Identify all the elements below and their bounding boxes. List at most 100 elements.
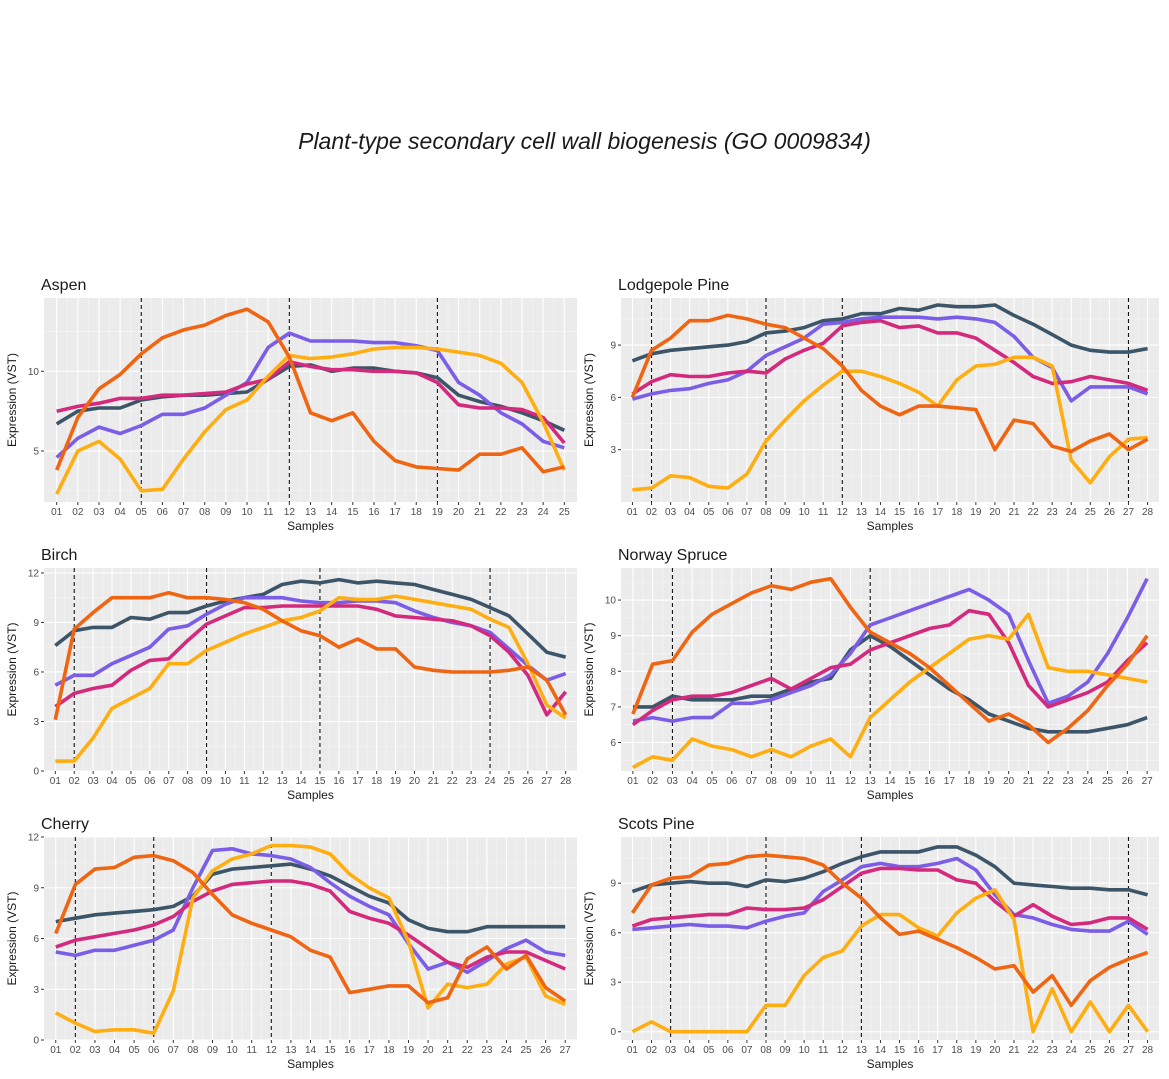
figure-title: Plant-type secondary cell wall biogenesi… bbox=[298, 128, 871, 154]
y-axis-label: Expression (VST) bbox=[582, 891, 596, 985]
x-tick-label: 24 bbox=[538, 507, 550, 518]
x-tick-label: 11 bbox=[247, 1045, 258, 1056]
x-tick-label: 20 bbox=[409, 776, 421, 787]
x-tick-label: 03 bbox=[667, 776, 679, 787]
x-tick-label: 25 bbox=[503, 776, 515, 787]
x-tick-label: 24 bbox=[484, 776, 496, 787]
x-tick-label: 13 bbox=[865, 776, 877, 787]
x-tick-label: 27 bbox=[1142, 776, 1154, 787]
y-tick-label: 9 bbox=[33, 618, 39, 629]
x-tick-label: 10 bbox=[220, 776, 232, 787]
x-tick-label: 09 bbox=[220, 507, 232, 518]
x-tick-label: 16 bbox=[913, 1045, 925, 1056]
series-line-1 bbox=[54, 577, 567, 659]
x-tick-label: 07 bbox=[741, 1045, 753, 1056]
y-tick-label: 3 bbox=[610, 978, 616, 989]
x-tick-label: 23 bbox=[1047, 507, 1059, 518]
series-line-5 bbox=[53, 590, 568, 721]
series-line-3 bbox=[54, 604, 568, 717]
y-axis-label: Expression (VST) bbox=[582, 353, 596, 447]
x-tick-label: 03 bbox=[665, 507, 677, 518]
x-tick-label: 17 bbox=[932, 507, 944, 518]
y-tick-label: 10 bbox=[28, 367, 40, 378]
x-tick-label: 21 bbox=[1008, 507, 1020, 518]
x-axis-label: Samples bbox=[287, 788, 334, 802]
x-tick-label: 18 bbox=[383, 1045, 395, 1056]
y-axis-label: Expression (VST) bbox=[5, 891, 19, 985]
x-tick-label: 11 bbox=[263, 507, 274, 518]
x-tick-label: 06 bbox=[157, 507, 169, 518]
y-tick-label: 3 bbox=[33, 717, 39, 728]
series-line-5 bbox=[55, 307, 565, 474]
y-tick-label: 6 bbox=[33, 934, 39, 945]
x-tick-label: 16 bbox=[913, 507, 925, 518]
x-tick-label: 19 bbox=[390, 776, 402, 787]
y-tick-label: 9 bbox=[33, 883, 39, 894]
x-tick-label: 08 bbox=[760, 1045, 772, 1056]
y-tick-label: 9 bbox=[610, 341, 616, 352]
panel-title: Aspen bbox=[41, 277, 86, 294]
x-tick-label: 05 bbox=[703, 507, 715, 518]
series-line-5 bbox=[630, 313, 1149, 454]
panel-title: Scots Pine bbox=[618, 816, 695, 833]
y-tick-label: 0 bbox=[33, 1036, 39, 1047]
x-tick-label: 22 bbox=[462, 1045, 474, 1056]
y-tick-label: 12 bbox=[28, 833, 40, 844]
x-tick-label: 04 bbox=[684, 1045, 696, 1056]
y-axis-label: Expression (VST) bbox=[5, 353, 19, 447]
x-tick-label: 07 bbox=[741, 507, 753, 518]
series-line-4 bbox=[55, 345, 566, 495]
x-tick-label: 22 bbox=[1028, 507, 1040, 518]
series-line-1 bbox=[631, 303, 1148, 363]
series-line-4 bbox=[54, 843, 566, 1035]
x-tick-label: 07 bbox=[163, 776, 175, 787]
y-axis-label: Expression (VST) bbox=[5, 622, 19, 716]
x-tick-label: 27 bbox=[541, 776, 553, 787]
x-tick-label: 01 bbox=[627, 507, 639, 518]
x-tick-label: 25 bbox=[1085, 1045, 1097, 1056]
x-tick-label: 05 bbox=[706, 776, 718, 787]
x-tick-label: 05 bbox=[129, 1045, 141, 1056]
x-tick-label: 24 bbox=[1066, 507, 1078, 518]
x-tick-label: 23 bbox=[481, 1045, 493, 1056]
series-line-2 bbox=[55, 846, 566, 975]
y-tick-label: 6 bbox=[610, 738, 616, 749]
x-tick-label: 17 bbox=[390, 507, 402, 518]
series-line-2 bbox=[632, 577, 1149, 723]
x-tick-label: 18 bbox=[951, 1045, 963, 1056]
x-tick-label: 21 bbox=[474, 507, 486, 518]
x-tick-label: 28 bbox=[1142, 507, 1154, 518]
x-tick-label: 13 bbox=[305, 507, 317, 518]
x-tick-label: 24 bbox=[1082, 776, 1094, 787]
x-tick-label: 23 bbox=[516, 507, 528, 518]
x-tick-label: 21 bbox=[428, 776, 440, 787]
x-tick-label: 26 bbox=[540, 1045, 552, 1056]
y-tick-label: 3 bbox=[33, 985, 39, 996]
x-tick-label: 20 bbox=[989, 507, 1001, 518]
series-line-3 bbox=[55, 879, 566, 971]
x-tick-label: 23 bbox=[466, 776, 478, 787]
x-tick-label: 09 bbox=[780, 507, 792, 518]
x-tick-label: 17 bbox=[932, 1045, 944, 1056]
x-tick-label: 01 bbox=[51, 507, 63, 518]
y-tick-label: 5 bbox=[33, 447, 39, 458]
x-tick-label: 14 bbox=[875, 507, 887, 518]
x-tick-label: 22 bbox=[1028, 1045, 1040, 1056]
x-tick-label: 27 bbox=[1123, 1045, 1135, 1056]
series-line-3 bbox=[631, 318, 1149, 396]
x-axis-label: Samples bbox=[287, 519, 334, 533]
x-axis-label: Samples bbox=[867, 519, 914, 533]
x-tick-label: 13 bbox=[856, 507, 868, 518]
x-tick-label: 27 bbox=[1123, 507, 1135, 518]
x-tick-label: 01 bbox=[50, 1045, 62, 1056]
x-tick-label: 21 bbox=[442, 1045, 454, 1056]
x-tick-label: 02 bbox=[647, 776, 659, 787]
x-tick-label: 15 bbox=[325, 1045, 337, 1056]
x-tick-label: 07 bbox=[746, 776, 758, 787]
x-tick-label: 25 bbox=[1085, 507, 1097, 518]
x-tick-label: 27 bbox=[560, 1045, 572, 1056]
chart-panel-5: 01 02 03 04 05 06 07 08 09 10 11 12 13 14 15 16 17 18 19 20… bbox=[5, 816, 577, 1071]
series-line-5 bbox=[631, 576, 1149, 745]
x-tick-label: 06 bbox=[726, 776, 738, 787]
